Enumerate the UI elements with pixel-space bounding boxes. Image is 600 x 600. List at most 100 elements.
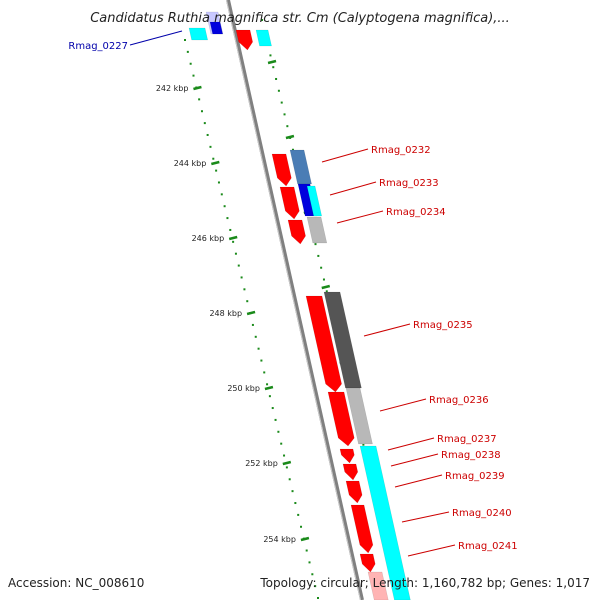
gc-dot: [220, 193, 223, 196]
kbp-tick-label: 244 kbp: [174, 159, 207, 168]
topology-text: Topology: circular; Length: 1,160,782 bp…: [259, 576, 590, 590]
gc-dot: [274, 418, 277, 421]
cyan-block: [188, 27, 208, 41]
gc-dot: [257, 347, 260, 350]
gc-dot: [192, 74, 195, 77]
outer-tick: [285, 134, 295, 140]
gene-features: [188, 11, 411, 600]
red-cds-arrow: [345, 480, 363, 504]
gc-dot: [269, 54, 272, 57]
gc-dot: [251, 323, 254, 326]
light-gray-block: [306, 216, 328, 244]
gc-dot: [223, 205, 226, 208]
red-cds-arrow: [305, 295, 342, 393]
gene-label: Rmag_0235: [413, 320, 473, 331]
gene-leader-line: [321, 148, 369, 163]
backbone-line: [226, 0, 364, 600]
gc-dot: [305, 549, 308, 552]
gc-dot: [226, 217, 229, 220]
gc-dot: [294, 502, 297, 505]
accession-text: Accession: NC_008610: [8, 576, 144, 590]
pink-block: [367, 571, 389, 600]
kbp-tick-label: 246 kbp: [192, 234, 225, 243]
gc-dot: [283, 454, 286, 457]
gc-dot: [217, 181, 220, 184]
gc-dot: [314, 243, 317, 246]
gc-dot: [285, 466, 288, 469]
gene-leader-line: [329, 181, 377, 196]
gc-dot: [184, 39, 186, 41]
kbp-tick-label: 242 kbp: [156, 84, 189, 93]
gene-label-leaders: [129, 30, 456, 557]
backbone-highlight: [226, 0, 361, 600]
gc-dot: [206, 133, 209, 136]
gene-leader-line: [363, 323, 411, 337]
outer-tick: [267, 59, 277, 65]
gc-dot: [254, 335, 257, 338]
gc-dot: [266, 383, 269, 386]
gc-dot: [308, 561, 311, 564]
cyan-block: [306, 185, 323, 217]
kbp-tick: [264, 385, 274, 391]
kbp-tick-label: 254 kbp: [263, 535, 296, 544]
gc-dot: [200, 110, 203, 113]
gc-dot: [280, 101, 283, 104]
gc-dot: [232, 240, 235, 243]
gc-dot: [268, 395, 271, 398]
gc-dot: [189, 62, 192, 65]
gc-dot: [320, 266, 323, 269]
gc-dot: [277, 89, 280, 92]
kbp-tick-label: 250 kbp: [227, 384, 260, 393]
gc-dot: [275, 77, 278, 80]
kbp-tick-label: 252 kbp: [245, 459, 278, 468]
gc-dot: [291, 148, 294, 151]
red-cds-arrow: [359, 553, 376, 573]
gc-dot: [317, 254, 320, 257]
map-title: Candidatus Ruthia magnifica str. Cm (Cal…: [90, 11, 510, 26]
kbp-tick: [211, 160, 220, 166]
gc-dot: [271, 407, 274, 410]
dark-gray-block: [323, 291, 362, 389]
gc-dot: [234, 252, 237, 255]
gc-dot: [186, 50, 189, 53]
gc-dot: [272, 66, 275, 69]
red-cds-arrow: [342, 463, 359, 481]
gc-dot: [209, 145, 212, 148]
red-cds-arrow: [350, 504, 374, 554]
gene-label: Rmag_0234: [386, 207, 446, 218]
gc-dot: [261, 19, 263, 21]
gene-label: Rmag_0241: [458, 541, 518, 552]
gene-label: Rmag_0239: [445, 471, 505, 482]
gc-dot: [322, 278, 325, 281]
gc-dot: [362, 443, 365, 446]
gene-leader-line: [129, 30, 183, 46]
light-gray-block: [345, 387, 373, 445]
gc-dot: [311, 573, 314, 576]
gc-dot: [325, 290, 328, 293]
gc-dot: [229, 228, 232, 231]
gene-label: Rmag_0237: [437, 434, 497, 445]
gc-dot: [203, 122, 206, 125]
genome-backbone: [226, 0, 364, 600]
gene-label: Rmag_0233: [379, 178, 439, 189]
blue-block: [209, 21, 223, 35]
gc-dot: [277, 430, 280, 433]
outer-tick: [321, 284, 331, 290]
gene-leader-line: [394, 474, 443, 488]
red-cds-arrow: [287, 219, 306, 245]
kbp-tick: [282, 460, 292, 466]
kbp-tick-label: 248 kbp: [209, 309, 242, 318]
gene-label: Rmag_0238: [441, 450, 501, 461]
gene-leader-line: [407, 544, 456, 557]
gene-label: Rmag_0240: [452, 508, 512, 519]
gc-dot: [240, 276, 243, 279]
gene-labels: Rmag_0227 Rmag_0232 Rmag_0233 Rmag_0234 Rmag…: [68, 41, 517, 552]
gc-dot: [237, 264, 240, 267]
cyan-block: [255, 29, 272, 47]
red-cds-arrow: [327, 391, 355, 447]
cyan-block: [359, 445, 411, 600]
gc-dot: [317, 597, 319, 599]
gene-leader-line: [379, 398, 427, 412]
red-cds-arrow: [271, 153, 292, 187]
